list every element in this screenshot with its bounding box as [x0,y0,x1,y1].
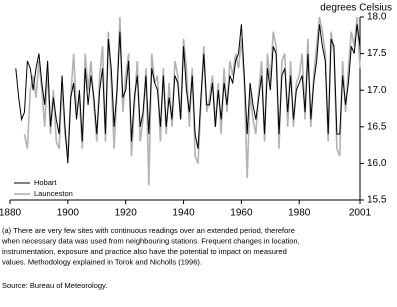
x-tick-label: 2001 [349,208,372,219]
x-tick-label: 1940 [172,208,195,219]
footnote: values. Methodology explained in Torok a… [2,257,202,266]
x-tick-label: 1960 [230,208,253,219]
y-tick-label: 16.0 [367,158,387,169]
y-tick-label: 17.0 [367,85,387,96]
footnote: instrumentation, exposure and practice a… [2,247,287,256]
y-tick-label: 17.5 [367,48,387,59]
footnote: when necessary data was used from neighb… [1,236,300,245]
x-tick-label: 1920 [115,208,138,219]
legend-label: Hobart [34,178,57,187]
x-tick-label: 1980 [288,208,311,219]
footnote: (a) There are very few sites with contin… [2,226,295,235]
series-line [15,24,361,164]
y-tick-label: 16.5 [367,121,387,132]
source: Source: Bureau of Meteorology. [2,281,107,290]
legend-label: Launceston [34,189,73,198]
x-tick-label: 1900 [57,208,80,219]
y-tick-label: 15.5 [367,195,387,206]
x-tick-label: 1880 [0,208,22,219]
y-axis-label: degrees Celsius [320,3,392,14]
y-tick-label: 18.0 [367,12,387,23]
